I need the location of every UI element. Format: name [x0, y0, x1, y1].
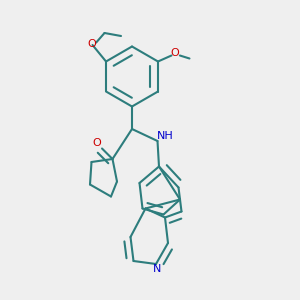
- Text: O: O: [171, 48, 179, 58]
- Text: NH: NH: [157, 130, 173, 141]
- Text: O: O: [92, 138, 101, 148]
- Text: O: O: [88, 39, 96, 50]
- Text: N: N: [153, 264, 162, 274]
